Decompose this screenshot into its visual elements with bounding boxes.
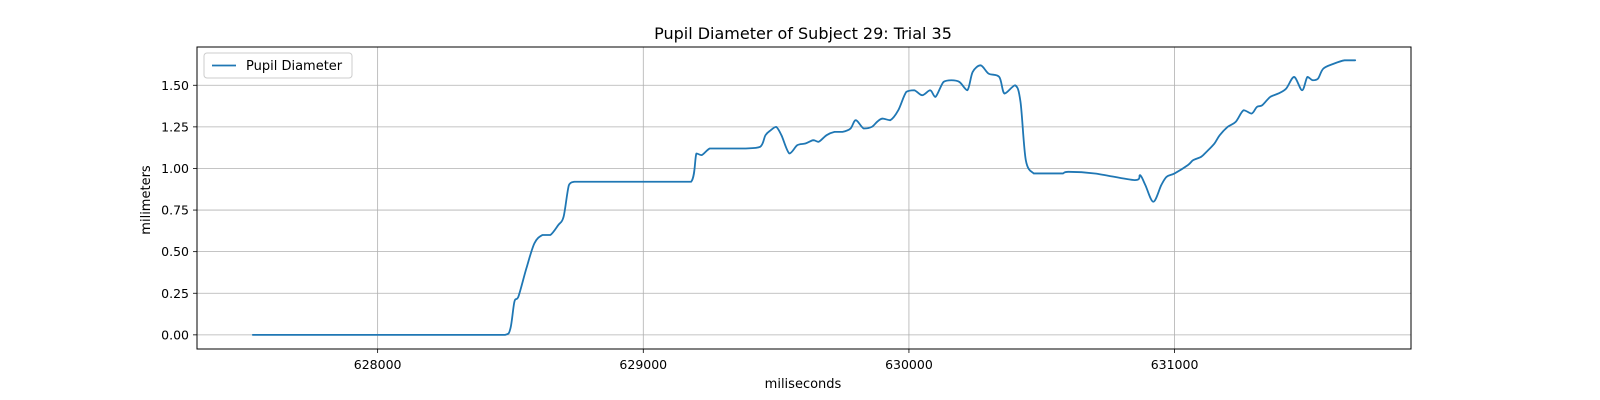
y-tick-label: 1.25	[161, 119, 189, 134]
chart-title: Pupil Diameter of Subject 29: Trial 35	[654, 24, 952, 43]
series-layer	[251, 59, 1357, 336]
x-tick-label: 631000	[1151, 357, 1199, 372]
x-tick-label: 629000	[619, 357, 667, 372]
x-tick-label: 630000	[885, 357, 933, 372]
legend-box	[203, 52, 353, 79]
plot-area-frame	[196, 46, 1412, 350]
y-tick-label: 0.75	[161, 203, 189, 218]
y-tick-label: 0.00	[161, 327, 189, 342]
y-tick-label: 0.25	[161, 286, 189, 301]
x-axis-label: miliseconds	[765, 377, 842, 392]
legend-label-pupil-diameter: Pupil Diameter	[246, 59, 343, 74]
y-tick-label: 1.00	[161, 161, 189, 176]
grid-lines	[197, 47, 1411, 349]
x-tick-label: 628000	[354, 357, 402, 372]
y-tick-label: 1.50	[161, 78, 189, 93]
y-tick-label: 0.50	[161, 244, 189, 259]
legend: Pupil Diameter	[203, 52, 353, 79]
series-line-pupil-diameter	[251, 59, 1357, 336]
axis-ticks: 628000 629000 630000 631000 0.00 0.25 0.50 0.75…	[161, 78, 1198, 372]
y-axis-label: milimeters	[139, 165, 154, 235]
